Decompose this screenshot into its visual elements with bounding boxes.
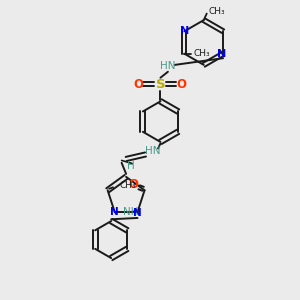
Text: O: O [133,78,143,91]
Text: O: O [128,178,138,191]
Text: CH₃: CH₃ [120,181,136,190]
Text: H: H [127,161,134,171]
Text: O: O [176,78,186,91]
Text: N: N [110,207,119,217]
Text: HN: HN [145,146,161,157]
Text: N: N [133,208,142,218]
Text: CH₃: CH₃ [193,49,210,58]
Text: N: N [180,26,189,36]
Text: N: N [217,49,226,59]
Text: CH₃: CH₃ [208,7,225,16]
Text: HN: HN [160,61,176,71]
Text: NH: NH [123,207,139,217]
Text: S: S [156,78,165,91]
